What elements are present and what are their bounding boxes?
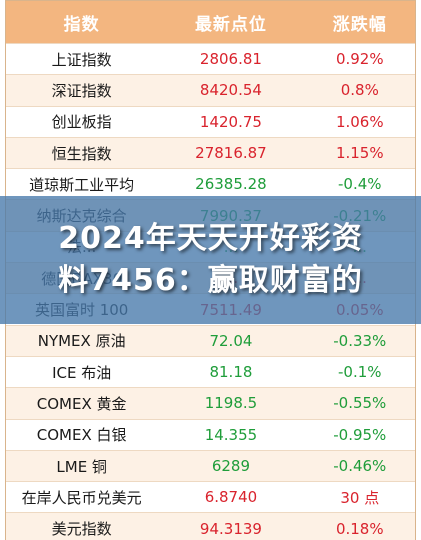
index-name: COMEX 白银 (36, 426, 127, 445)
index-value: 81.18 (209, 363, 253, 382)
headline-line-1: 2024年天天开好彩资 (58, 221, 363, 256)
index-change: 0.18% (335, 519, 384, 538)
table-row: LME 铜 6289 -0.46% (6, 449, 415, 482)
index-change: 1.06% (335, 112, 384, 131)
market-index-table: 指数 最新点位 涨跌幅 上证指数 2806.81 0.92% 深证指数 8420.54 0… (5, 0, 416, 540)
table-row: 深证指数 8420.54 0.8% (6, 74, 415, 106)
index-change: 0.92% (335, 50, 384, 69)
index-value: 72.04 (209, 331, 253, 350)
index-change: -0.55% (333, 394, 387, 413)
table-row: 恒生指数 27816.87 1.15% (6, 136, 415, 169)
index-value: 27816.87 (195, 144, 267, 163)
index-value: 14.355 (204, 425, 258, 444)
index-name: NYMEX 原油 (37, 332, 126, 351)
table-row: 创业板指 1420.75 1.06% (6, 105, 415, 137)
index-change: -0.1% (338, 363, 382, 382)
table-row: ICE 布油 81.18 -0.1% (6, 355, 415, 388)
table-row: 美元指数 94.3139 0.18% (6, 512, 415, 540)
header-latest-points: 最新点位 (194, 14, 267, 35)
index-name: 恒生指数 (51, 144, 112, 163)
index-name: 上证指数 (51, 50, 112, 69)
index-value: 2806.81 (199, 50, 262, 69)
index-name: 美元指数 (51, 520, 112, 539)
index-value: 8420.54 (199, 81, 262, 100)
index-value: 26385.28 (195, 175, 267, 194)
index-change: -0.33% (333, 331, 387, 350)
index-change: 30 点 (340, 488, 380, 507)
index-name: 道琼斯工业平均 (29, 175, 135, 194)
index-value: 6.8740 (204, 488, 258, 507)
index-change: -0.46% (333, 457, 387, 475)
index-name: 深证指数 (51, 81, 112, 100)
table-row: 上证指数 2806.81 0.92% (6, 43, 415, 75)
header-change: 涨跌幅 (332, 14, 387, 35)
table-header-row: 指数 最新点位 涨跌幅 (6, 1, 415, 43)
index-name: 在岸人民币兑美元 (21, 488, 142, 507)
headline-line-2: 料7456：赢取财富的 (58, 263, 363, 298)
index-change: 0.8% (340, 81, 379, 100)
index-value: 1420.75 (199, 112, 262, 131)
table-row: 道琼斯工业平均 26385.28 -0.4% (6, 168, 415, 200)
index-name: COMEX 黄金 (36, 394, 127, 413)
index-change: 1.15% (335, 144, 384, 163)
table-row: COMEX 白银 14.355 -0.95% (6, 418, 415, 450)
index-value: 6289 (211, 457, 251, 475)
table-row: NYMEX 原油 72.04 -0.33% (6, 324, 415, 356)
index-change: -0.95% (333, 425, 387, 444)
index-name: LME 铜 (56, 457, 107, 476)
table-row: 在岸人民币兑美元 6.8740 30 点 (6, 481, 415, 513)
header-index: 指数 (63, 14, 100, 35)
table-row: COMEX 黄金 1198.5 -0.55% (6, 387, 415, 419)
index-change: -0.4% (338, 175, 382, 194)
index-name: 创业板指 (51, 113, 112, 132)
index-value: 94.3139 (199, 519, 262, 538)
headline-banner: 2024年天天开好彩资 料7456：赢取财富的 (0, 196, 421, 324)
index-value: 1198.5 (204, 394, 258, 413)
index-name: ICE 布油 (52, 363, 112, 382)
